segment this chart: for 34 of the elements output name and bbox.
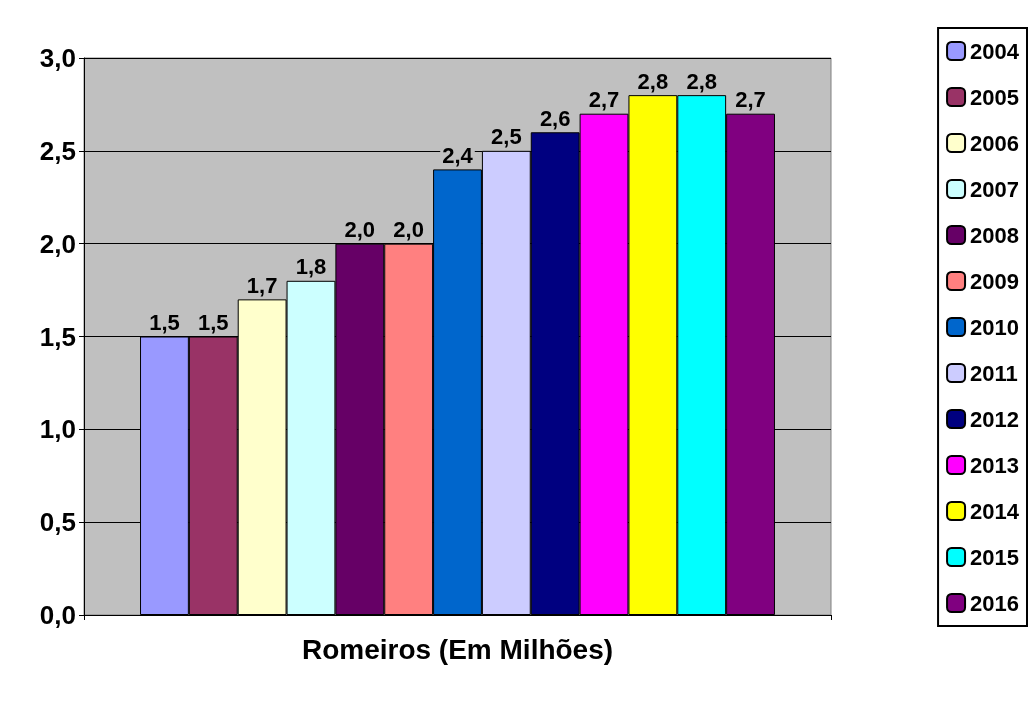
x-tick-label: Romeiros (Em Milhões) <box>301 633 614 665</box>
legend-label: 2016 <box>970 590 1020 616</box>
data-label: 2,8 <box>637 68 669 94</box>
legend-label: 2015 <box>970 544 1020 570</box>
legend-label: 2004 <box>970 38 1020 64</box>
y-tick-label: 2,5 <box>39 135 76 166</box>
legend-label: 2009 <box>970 268 1020 294</box>
data-label: 2,7 <box>588 87 620 113</box>
legend-label: 2014 <box>970 498 1020 524</box>
legend-label: 2011 <box>970 360 1018 386</box>
data-label: 1,5 <box>149 310 180 335</box>
data-label: 2,4 <box>442 142 474 168</box>
y-tick-label: 0,5 <box>39 507 76 538</box>
data-label: 2,0 <box>344 217 376 243</box>
legend-label: 2005 <box>970 84 1020 110</box>
legend-label: 2010 <box>970 314 1020 340</box>
data-label: 2,8 <box>686 68 718 94</box>
data-label: 1,7 <box>246 272 278 298</box>
y-tick-label: 2,0 <box>39 228 76 259</box>
data-label: 1,8 <box>295 254 327 280</box>
y-tick-label: 3,0 <box>39 43 76 73</box>
legend-label: 2007 <box>970 176 1020 202</box>
legend-label: 2006 <box>970 130 1020 156</box>
y-tick-label: 1,0 <box>39 414 76 445</box>
data-label: 2,0 <box>393 217 424 243</box>
legend-label: 2012 <box>970 406 1020 432</box>
data-label: 2,5 <box>491 124 522 150</box>
data-label: 1,5 <box>197 310 229 335</box>
legend-label: 2008 <box>970 222 1020 248</box>
data-label: 2,7 <box>735 87 766 113</box>
y-tick-label: 0,0 <box>39 600 76 630</box>
legend-label: 2013 <box>970 452 1020 478</box>
data-label: 2,6 <box>539 105 571 131</box>
y-tick-label: 1,5 <box>39 321 76 352</box>
